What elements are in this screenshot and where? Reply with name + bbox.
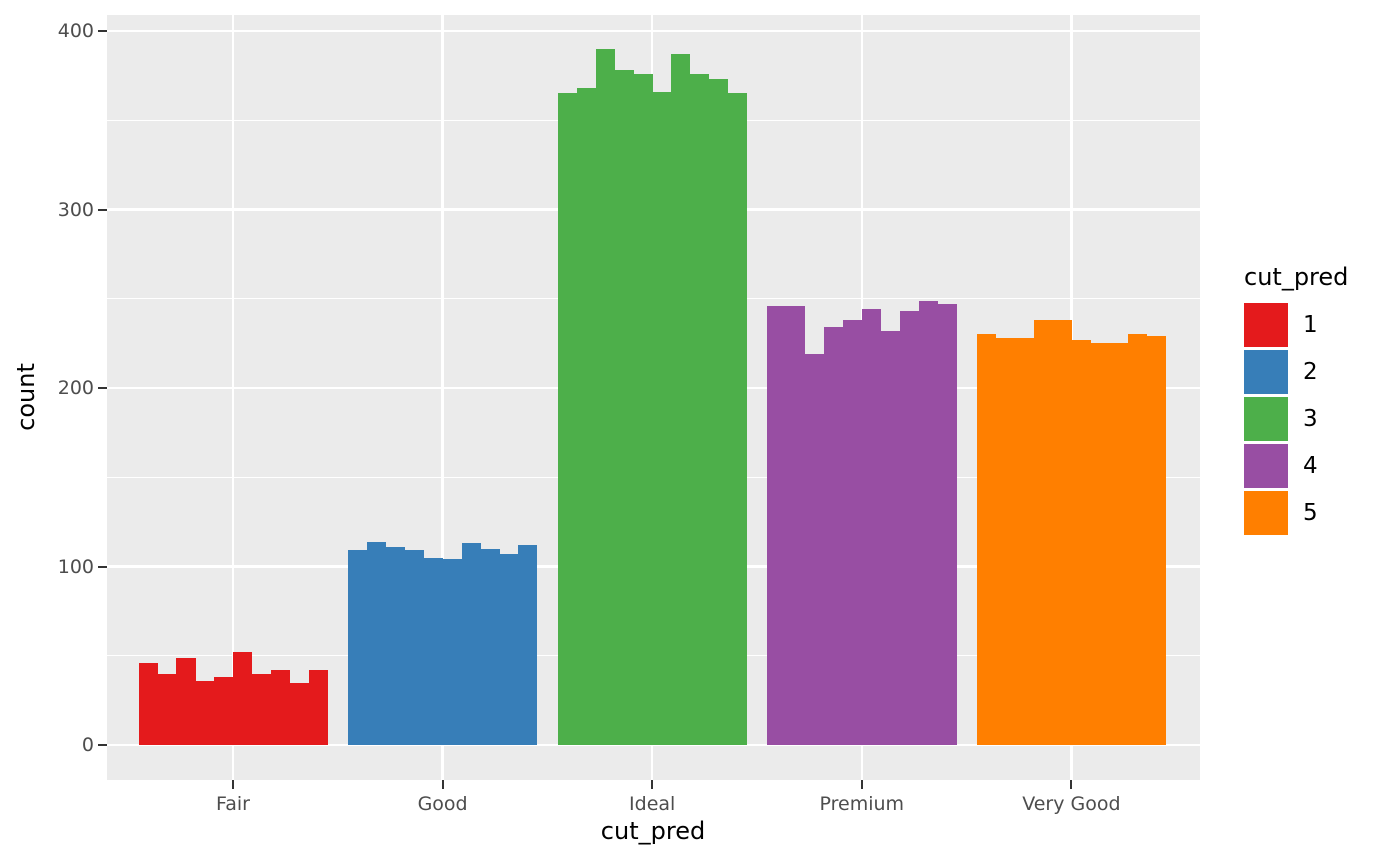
bar-segment [1147,336,1167,745]
y-tick-mark [98,387,107,389]
x-tick-label: Good [417,793,468,815]
bar-segment [899,311,919,745]
legend-label-5: 5 [1303,500,1318,526]
gridline-major-x [231,15,235,780]
bar-segment [157,673,177,745]
legend-key-4 [1244,444,1288,488]
legend-key-5 [1244,491,1288,535]
bar-segment [176,657,196,745]
x-tick-label: Very Good [1022,793,1121,815]
y-tick-mark [98,744,107,746]
bar-segment [461,543,481,745]
bar-segment [1071,339,1091,745]
bar-segment [367,541,387,745]
bar-segment [767,305,787,745]
bar-segment [842,320,863,745]
bar-segment [690,73,710,745]
x-tick-label: Ideal [629,793,676,815]
legend-title: cut_pred [1244,263,1349,291]
gridline-major-y [107,29,1200,33]
bar-segment [708,79,729,745]
legend-key-1 [1244,303,1288,347]
bar-segment [633,73,653,745]
bar-segment [1014,338,1034,745]
bar-segment [1090,343,1110,745]
bar-segment [480,548,500,745]
bar-segment [289,682,309,745]
bar-segment [937,304,957,745]
bar-segment [195,680,215,745]
x-tick-mark [651,780,654,789]
bar-segment [918,300,938,745]
bar-segment [595,48,615,745]
bar-segment [270,670,291,745]
bar-segment [404,550,425,745]
legend-label-3: 3 [1303,406,1318,432]
x-tick-label: Premium [819,793,905,815]
x-axis-title-text: cut_pred [600,817,706,845]
bar-segment [557,93,577,745]
y-tick-label: 0 [81,734,94,756]
bar-segment [442,559,462,745]
bar-segment [576,88,596,745]
bar-segment [518,545,538,745]
bar-segment [786,305,806,745]
bar-segment [824,327,844,745]
y-tick-label: 300 [57,198,94,221]
y-tick-mark [98,208,107,211]
bar-segment [499,554,519,745]
y-tick-mark [98,565,107,568]
legend-label-4: 4 [1303,453,1318,479]
bar-segment [1128,334,1148,745]
legend-key-3 [1244,397,1288,441]
x-tick-mark [860,780,863,789]
bar-segment [1109,343,1129,745]
x-tick-mark [232,780,234,789]
bar-segment [233,652,253,745]
bar-segment [671,54,691,745]
bar-segment [976,334,997,745]
x-tick-mark [441,780,444,789]
y-tick-label: 100 [57,555,94,578]
gridline-major-y [107,743,1200,747]
bar-segment [861,309,882,745]
legend-key-2 [1244,350,1288,394]
bar-segment [880,330,900,745]
bar-segment [614,70,634,745]
bar-segment [385,546,406,745]
bar-segment [251,673,272,745]
gridline-major-x [441,15,444,780]
bar-segment [1052,320,1072,745]
y-tick-mark [98,30,107,32]
bar-segment [652,91,672,745]
y-tick-label: 200 [57,377,94,399]
x-tick-label: Fair [216,793,250,815]
bar-segment [423,557,443,745]
bar-segment [348,550,368,745]
bar-segment [805,354,825,745]
bar-segment [995,338,1016,745]
y-tick-label: 400 [57,20,94,42]
legend: cut_pred 1 2 3 4 5 [1244,0,1400,865]
bar-segment [138,662,158,745]
legend-label-1: 1 [1303,312,1318,338]
x-tick-mark [1070,780,1073,789]
bar-segment [727,93,748,745]
legend-label-2: 2 [1303,359,1318,385]
bar-segment [308,670,328,745]
bar-segment [1033,320,1053,745]
bar-segment [214,677,234,745]
